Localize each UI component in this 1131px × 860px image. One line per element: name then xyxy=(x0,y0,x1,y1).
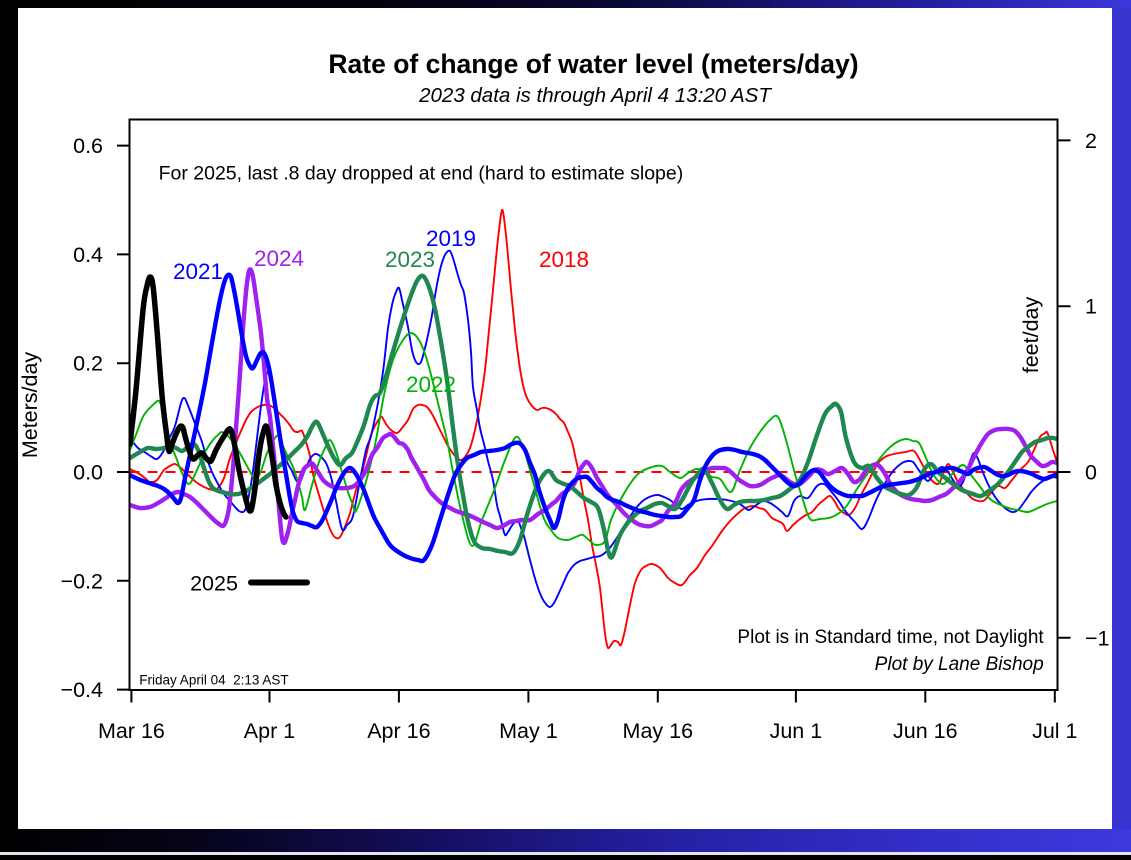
svg-text:May 16: May 16 xyxy=(623,719,694,743)
svg-text:2024: 2024 xyxy=(254,246,304,271)
svg-text:Friday April 04 2:13 AST: Friday April 04 2:13 AST xyxy=(139,673,288,688)
svg-text:Meters/day: Meters/day xyxy=(18,352,42,459)
svg-text:0: 0 xyxy=(1085,461,1097,485)
svg-text:0.6: 0.6 xyxy=(73,134,103,158)
svg-text:Rate of change of water level: Rate of change of water level (meters/da… xyxy=(328,49,858,79)
svg-text:2: 2 xyxy=(1085,129,1097,153)
svg-text:Mar 16: Mar 16 xyxy=(98,719,165,743)
svg-text:−1: −1 xyxy=(1085,626,1110,650)
svg-text:0.0: 0.0 xyxy=(73,461,103,485)
svg-text:Plot by Lane Bishop: Plot by Lane Bishop xyxy=(875,654,1044,675)
svg-text:Jul 1: Jul 1 xyxy=(1032,719,1077,743)
svg-text:2021: 2021 xyxy=(173,259,223,284)
svg-text:0.4: 0.4 xyxy=(73,243,103,267)
svg-text:Apr 16: Apr 16 xyxy=(367,719,430,743)
svg-text:Apr 1: Apr 1 xyxy=(244,719,295,743)
svg-text:feet/day: feet/day xyxy=(1019,297,1043,374)
svg-text:2022: 2022 xyxy=(406,372,456,397)
svg-text:2023 data is through April 4 1: 2023 data is through April 4 13:20 AST xyxy=(418,84,772,107)
svg-text:2025: 2025 xyxy=(190,572,238,596)
svg-text:Jun 1: Jun 1 xyxy=(770,719,823,743)
svg-text:For 2025, last .8 day dropped: For 2025, last .8 day dropped at end (ha… xyxy=(159,163,684,185)
svg-text:0.2: 0.2 xyxy=(73,352,103,376)
svg-text:1: 1 xyxy=(1085,295,1097,319)
svg-text:−0.2: −0.2 xyxy=(61,569,103,593)
svg-text:2019: 2019 xyxy=(426,226,476,251)
svg-text:2018: 2018 xyxy=(539,247,589,272)
svg-text:May 1: May 1 xyxy=(499,719,558,743)
svg-text:Jun 16: Jun 16 xyxy=(893,719,958,743)
svg-text:−0.4: −0.4 xyxy=(61,678,103,702)
svg-text:2023: 2023 xyxy=(385,247,435,272)
svg-text:Plot is in Standard time, not: Plot is in Standard time, not Daylight xyxy=(737,627,1044,648)
